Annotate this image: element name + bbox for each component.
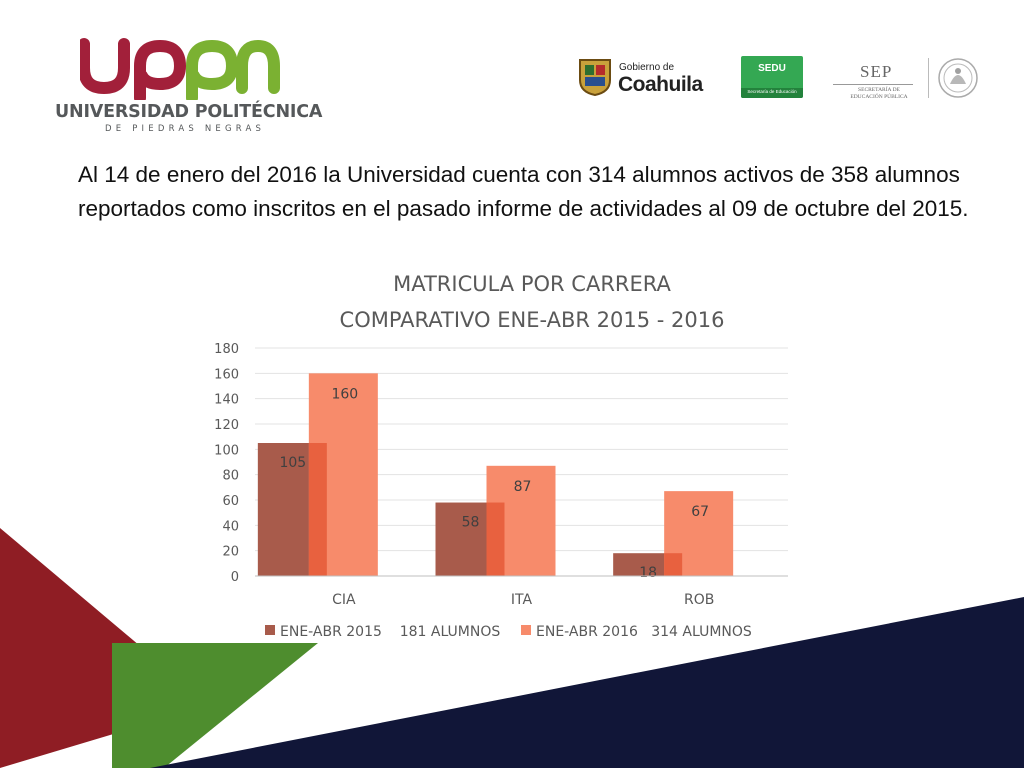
university-subname: DE PIEDRAS NEGRAS (105, 124, 266, 134)
bar-overlap (486, 502, 505, 576)
bar-overlap (664, 553, 683, 576)
legend-label: ENE-ABR 2016 314 ALUMNOS (536, 624, 752, 640)
x-tick-label: ITA (511, 592, 533, 608)
government-logos: Gobierno de Coahuila SEDU Secretaría de … (575, 52, 980, 104)
coahuila-logo: Gobierno de Coahuila (575, 56, 715, 100)
y-tick-label: 0 (231, 570, 239, 585)
data-label-2015: 18 (639, 565, 657, 581)
data-label-2016: 67 (691, 504, 709, 520)
decor-navy-shape (150, 597, 1024, 768)
coahuila-name: Coahuila (618, 73, 703, 96)
data-label-2016: 160 (331, 386, 358, 402)
coahuila-small-text: Gobierno de (619, 62, 675, 73)
y-tick-label: 100 (214, 443, 239, 458)
sedu-title: SEDU (758, 63, 786, 74)
sep-subtitle-line2: EDUCACIÓN PÚBLICA (850, 94, 908, 100)
y-tick-label: 140 (214, 393, 239, 408)
decor-green-triangle (112, 643, 318, 768)
y-tick-label: 20 (222, 545, 239, 560)
sedu-band: Secretaría de Educación (741, 88, 803, 98)
chart-subtitle: COMPARATIVO ENE-ABR 2015 - 2016 (339, 308, 725, 332)
y-tick-label: 180 (214, 342, 239, 357)
intro-paragraph: Al 14 de enero del 2016 la Universidad c… (78, 162, 969, 221)
university-name: UNIVERSIDAD POLITÉCNICA (55, 102, 323, 122)
sep-subtitle-line1: SECRETARÍA DE (858, 87, 900, 93)
bar-overlap (308, 443, 327, 576)
legend-label: ENE-ABR 2015 181 ALUMNOS (280, 624, 500, 640)
legend-swatch (521, 625, 531, 635)
sedu-logo: SEDU Secretaría de Educación (741, 56, 803, 98)
sedu-subtitle: Secretaría de Educación (747, 89, 797, 94)
logo-divider (928, 58, 929, 98)
sep-rule (833, 84, 913, 85)
legend-swatch (265, 625, 275, 635)
x-tick-label: CIA (332, 592, 356, 608)
y-tick-label: 80 (222, 469, 239, 484)
data-label-2016: 87 (514, 479, 532, 495)
y-tick-label: 60 (222, 494, 239, 509)
x-tick-label: ROB (684, 592, 714, 608)
data-label-2015: 58 (462, 515, 480, 531)
university-logo: UNIVERSIDAD POLITÉCNICA DE PIEDRAS NEGRA… (55, 38, 323, 138)
y-tick-label: 160 (214, 367, 239, 382)
y-tick-label: 40 (222, 519, 239, 534)
sep-logo: SEP SECRETARÍA DE EDUCACIÓN PÚBLICA (833, 58, 923, 102)
mexico-seal-icon (938, 58, 978, 98)
sep-title: SEP (860, 62, 893, 81)
chart-title: MATRICULA POR CARRERA (393, 272, 671, 296)
uppn-logo-mark (80, 38, 280, 100)
data-label-2015: 105 (279, 455, 306, 471)
y-tick-label: 120 (214, 418, 239, 433)
coahuila-shield-icon (579, 59, 611, 96)
